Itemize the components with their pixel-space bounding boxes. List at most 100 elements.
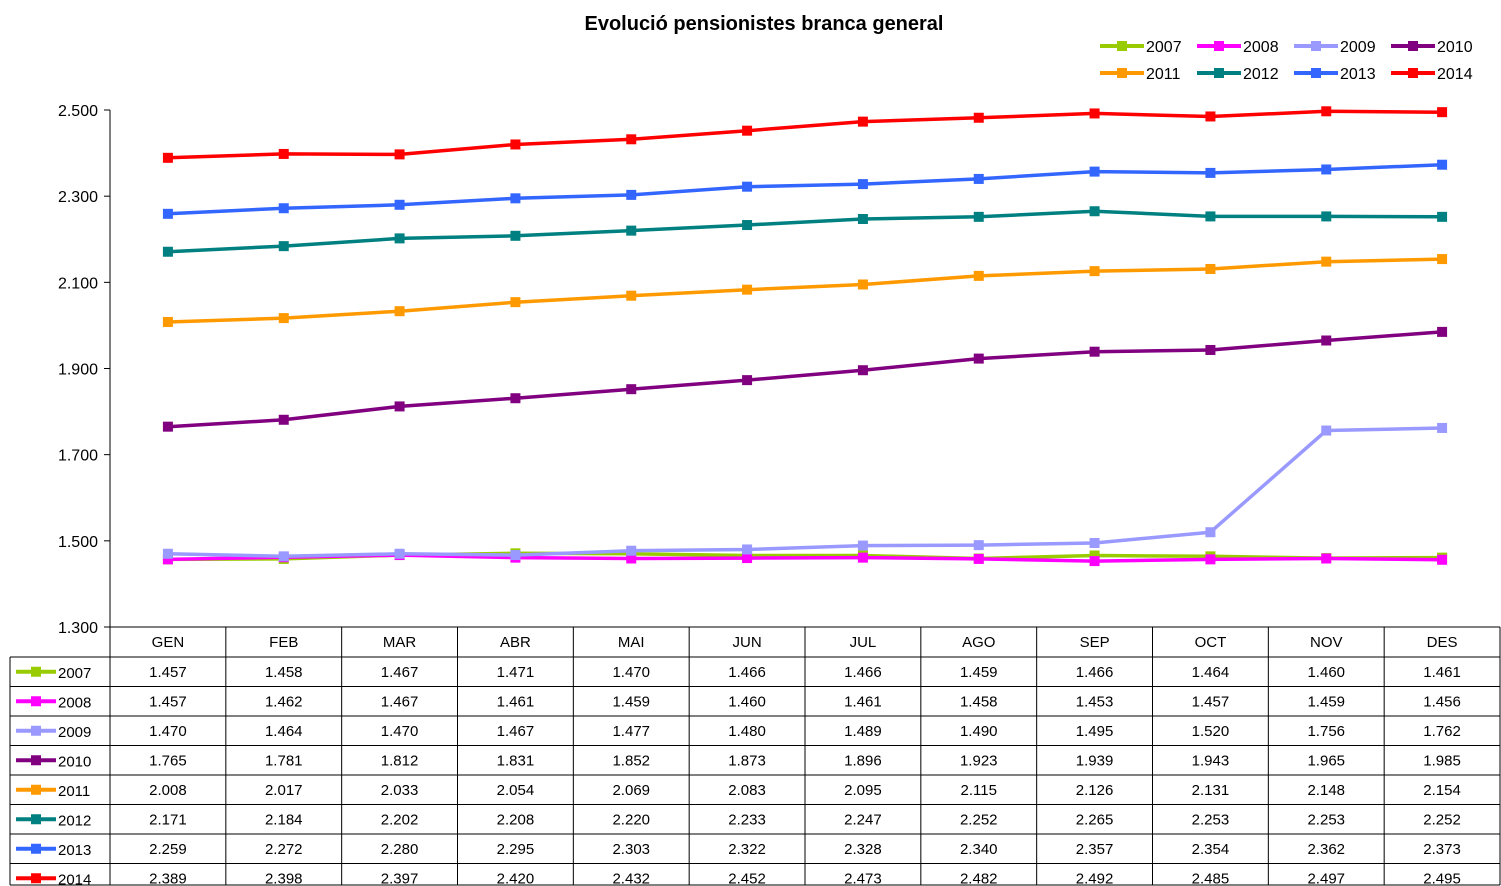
data-label: 2.272 [265,841,303,858]
x-tick-label: DES [1427,634,1458,651]
table-legend-marker [31,843,41,854]
data-point [1321,553,1332,564]
data-point [510,193,521,204]
data-point [973,270,984,281]
data-label: 2.373 [1423,841,1461,858]
legend-marker [1311,41,1321,51]
legend-label: 2010 [1437,39,1473,56]
data-point [742,544,753,555]
legend-marker [1311,68,1321,78]
data-label: 2.265 [1076,811,1114,828]
data-label: 1.458 [265,664,303,681]
data-point [973,553,984,564]
table-row-label: 2009 [58,724,91,741]
table-row: 2007 1.457 1.458 1.467 1.471 1.470 1.466 1.466 1… [16,664,1461,682]
data-label: 2.295 [497,841,535,858]
table-row-label: 2014 [58,871,91,886]
y-tick-label: 1.300 [58,620,98,637]
x-tick-label: JUN [732,634,761,651]
data-point [510,230,521,241]
y-tick-label: 1.700 [58,448,98,465]
data-label: 1.470 [149,723,187,740]
x-tick-label: JUL [850,634,877,651]
legend: 2007 2008 2009 2010 2011 2012 2013 2014 [1100,39,1473,83]
table-row: 2008 1.457 1.462 1.467 1.461 1.459 1.460 1.461 1… [16,693,1461,711]
data-label: 2.252 [960,811,998,828]
table-row: 2011 2.008 2.017 2.033 2.054 2.069 2.083 2.095 2… [16,782,1461,800]
data-label: 1.470 [612,664,650,681]
data-point [278,203,289,214]
data-label: 1.461 [844,693,882,710]
data-point [1321,164,1332,175]
data-point [278,551,289,562]
data-label: 1.489 [844,723,882,740]
legend-item-2014: 2014 [1391,66,1473,83]
data-point [1089,266,1100,277]
data-label: 2.220 [612,811,650,828]
data-point [1089,550,1100,561]
y-tick-label: 2.300 [58,189,98,206]
plot-area [162,106,1448,567]
data-label: 1.462 [265,693,303,710]
data-label: 2.131 [1192,782,1230,799]
series-2011 [162,254,1448,327]
data-label: 1.453 [1076,693,1114,710]
x-tick-label: GEN [152,634,185,651]
table-row: 2013 2.259 2.272 2.280 2.295 2.303 2.322 2.328 2… [16,841,1461,859]
x-tick-label: MAI [618,634,645,651]
series-2009 [162,422,1448,562]
data-label: 1.467 [381,693,419,710]
data-point [394,548,405,559]
data-label: 2.303 [612,841,650,858]
data-label: 1.896 [844,752,882,769]
data-point [394,149,405,160]
data-label: 1.965 [1307,752,1345,769]
data-point [1437,211,1448,222]
x-tick-label: MAR [383,634,417,651]
data-label: 2.389 [149,870,187,886]
legend-marker [1214,41,1224,51]
data-label: 2.247 [844,811,882,828]
data-label: 2.432 [612,870,650,886]
data-label: 1.985 [1423,752,1461,769]
data-point [162,554,173,565]
data-point [394,233,405,244]
data-point [742,284,753,295]
legend-label: 2007 [1146,39,1182,56]
series-2012 [162,206,1448,257]
data-point [162,152,173,163]
series-line [167,209,1443,254]
legend-item-2013: 2013 [1294,66,1376,83]
data-point [1437,326,1448,337]
data-point [973,173,984,184]
data-label: 2.208 [497,811,535,828]
data-label: 2.171 [149,811,187,828]
table-row-label: 2011 [58,783,90,800]
data-point [510,139,521,150]
series-2010 [162,326,1448,432]
legend-label: 2013 [1340,66,1376,83]
data-point [857,540,868,551]
data-label: 2.492 [1076,870,1114,886]
data-label: 2.253 [1192,811,1230,828]
data-point [742,181,753,192]
table-legend-marker [31,666,41,677]
data-label: 1.756 [1307,723,1345,740]
data-point [742,220,753,231]
data-label: 1.490 [960,723,998,740]
data-point [973,112,984,123]
data-label: 2.253 [1307,811,1345,828]
data-table: GEN FEB MAR ABR MAI JUN JUL AGO SEP OCT NOV DES 2007… [9,626,1501,886]
data-label: 2.017 [265,782,303,799]
data-point [857,179,868,190]
legend-label: 2014 [1437,66,1473,83]
data-label: 1.459 [612,693,650,710]
data-point [857,116,868,127]
data-label: 1.457 [149,693,187,710]
data-label: 2.420 [497,870,535,886]
data-point [1089,166,1100,177]
data-point [278,414,289,425]
data-label: 2.473 [844,870,882,886]
table-legend-marker [31,873,41,884]
data-label: 2.083 [728,782,766,799]
